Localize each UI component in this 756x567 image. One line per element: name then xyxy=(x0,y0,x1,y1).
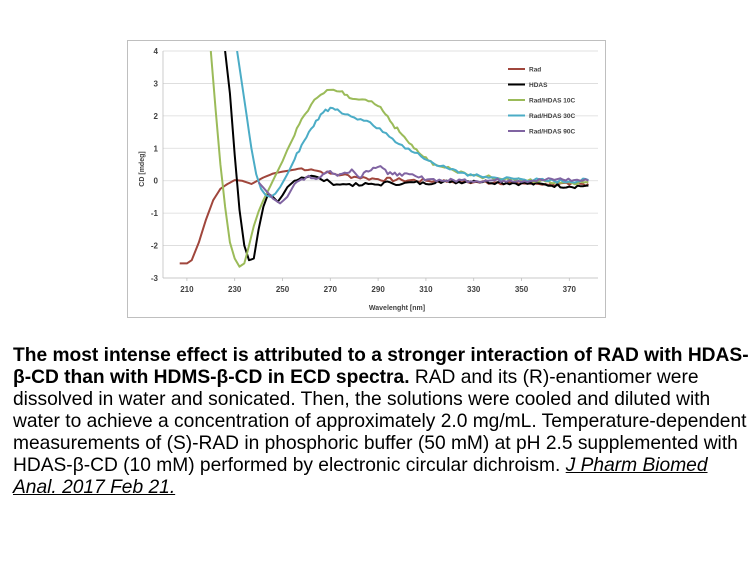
legend-label: Rad/HDAS 90C xyxy=(529,129,576,136)
legend-label: Rad/HDAS 10C xyxy=(529,98,576,105)
y-tick-label: -3 xyxy=(151,274,159,283)
legend-label: Rad xyxy=(529,67,541,74)
axes: -3 -2 -1 0 1 2 3 4 210 230 250 270 290 310 330 350 370 xyxy=(151,47,598,294)
caption-body: RAD and its (R)-enantiomer were dissolve… xyxy=(13,367,747,476)
y-tick-label: 1 xyxy=(154,144,159,153)
caption-headline: The most intense effect is attributed to… xyxy=(13,345,749,388)
chart-figure: -3 -2 -1 0 1 2 3 4 210 230 250 270 290 310 330 350 370 R… xyxy=(127,40,606,318)
y-tick-label: 4 xyxy=(154,47,159,56)
x-tick-label: 330 xyxy=(467,285,481,294)
x-tick-label: 250 xyxy=(276,285,290,294)
figure-caption: The most intense effect is attributed to… xyxy=(13,345,753,499)
y-axis-label: CD [mdeg] xyxy=(139,151,146,186)
x-tick-label: 270 xyxy=(324,285,338,294)
legend: Rad HDAS Rad/HDAS 10C Rad/HDAS 30C Rad/HDAS … xyxy=(508,67,576,136)
x-tick-label: 310 xyxy=(419,285,433,294)
x-tick-label: 370 xyxy=(563,285,577,294)
x-tick-label: 290 xyxy=(371,285,385,294)
x-axis-label: Wavelenght [nm] xyxy=(369,305,425,312)
cd-spectrum-chart: -3 -2 -1 0 1 2 3 4 210 230 250 270 290 310 330 350 370 R… xyxy=(139,47,598,312)
y-tick-label: 3 xyxy=(154,79,159,88)
legend-label: Rad/HDAS 30C xyxy=(529,113,576,120)
y-tick-label: 2 xyxy=(154,112,159,121)
x-tick-label: 350 xyxy=(515,285,529,294)
y-tick-label: 0 xyxy=(154,177,159,186)
series-line-5 xyxy=(257,165,589,205)
citation-link[interactable]: J Pharm Biomed Anal. 2017 Feb 21. xyxy=(13,455,708,498)
x-tick-label: 210 xyxy=(180,285,194,294)
series-lines xyxy=(179,51,589,268)
y-tick-label: -2 xyxy=(151,242,159,251)
legend-label: HDAS xyxy=(529,82,548,89)
y-tick-label: -1 xyxy=(151,209,159,218)
x-tick-label: 230 xyxy=(228,285,242,294)
